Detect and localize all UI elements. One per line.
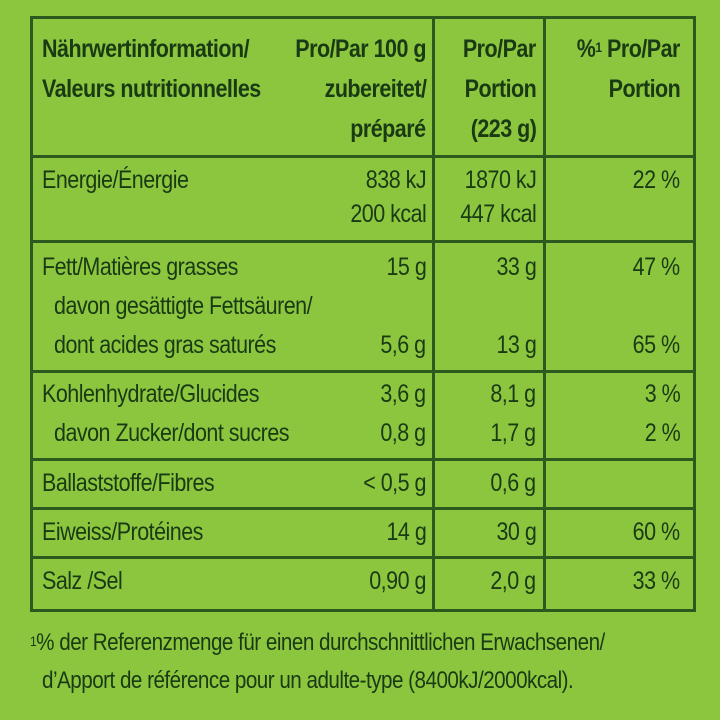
footnote-line: d’Apport de référence pour un adulte-typ… — [42, 667, 574, 694]
fat-per100: 15 g — [386, 253, 426, 281]
saturated-fat-per100: 5,6 g — [380, 331, 427, 359]
energy-percent: 22 % — [633, 166, 680, 194]
carbohydrates-percent: 3 % — [644, 380, 680, 408]
sugar-label: davon Zucker/dont sucres — [54, 419, 290, 447]
row-divider — [30, 507, 696, 510]
protein-per100: 14 g — [386, 518, 426, 546]
header-per-100g: Pro/Par 100 g — [295, 35, 426, 63]
row-divider — [30, 155, 696, 158]
saturated-fat-label: dont acides gras saturés — [54, 331, 276, 359]
salt-percent: 33 % — [633, 567, 680, 595]
protein-portion: 30 g — [496, 518, 536, 546]
energy-per100-kj: 838 kJ — [365, 166, 427, 194]
fibre-portion: 0,6 g — [490, 469, 537, 497]
header-per-portion: Pro/Par — [463, 35, 536, 63]
header-per-100g: préparé — [350, 115, 427, 143]
header-per-portion: Portion — [464, 75, 536, 103]
carbohydrates-per100: 3,6 g — [380, 380, 427, 408]
header-per-portion: (223 g) — [470, 115, 536, 143]
sugar-per100: 0,8 g — [380, 419, 427, 447]
nutrition-table — [30, 16, 696, 612]
salt-portion: 2,0 g — [490, 567, 537, 595]
energy-portion-kj: 1870 kJ — [464, 166, 536, 194]
footnote-line: 1% der Referenzmenge für einen durchschn… — [30, 629, 605, 656]
row-divider — [30, 556, 696, 559]
saturated-fat-percent: 65 % — [633, 331, 680, 359]
salt-per100: 0,90 g — [369, 567, 426, 595]
fat-label: Fett/Matières grasses — [42, 253, 238, 281]
fibre-label: Ballaststoffe/Fibres — [42, 469, 215, 497]
energy-portion-kcal: 447 kcal — [460, 200, 536, 228]
row-divider — [30, 240, 696, 243]
saturated-fat-portion: 13 g — [496, 331, 536, 359]
row-divider — [30, 370, 696, 373]
energy-label: Energie/Énergie — [42, 166, 189, 194]
header-percent-portion: Portion — [608, 75, 680, 103]
fat-portion: 33 g — [496, 253, 536, 281]
energy-per100-kcal: 200 kcal — [350, 200, 426, 228]
header-nutrition-label: Nährwertinformation/ — [42, 35, 250, 63]
protein-percent: 60 % — [633, 518, 680, 546]
sugar-portion: 1,7 g — [490, 419, 537, 447]
header-per-100g: zubereitet/ — [324, 75, 426, 103]
carbohydrates-portion: 8,1 g — [490, 380, 537, 408]
salt-label: Salz /Sel — [42, 567, 123, 595]
row-divider — [30, 458, 696, 461]
protein-label: Eiweiss/Protéines — [42, 518, 203, 546]
column-divider — [432, 16, 435, 612]
header-percent-portion: %1 Pro/Par — [576, 35, 681, 63]
sugar-percent: 2 % — [644, 419, 680, 447]
carbohydrates-label: Kohlenhydrate/Glucides — [42, 380, 259, 408]
header-nutrition-label: Valeurs nutritionnelles — [42, 75, 261, 103]
fat-percent: 47 % — [633, 253, 680, 281]
column-divider — [543, 16, 546, 612]
fibre-per100: < 0,5 g — [363, 469, 426, 497]
saturated-fat-label: davon gesättigte Fettsäuren/ — [54, 292, 313, 320]
